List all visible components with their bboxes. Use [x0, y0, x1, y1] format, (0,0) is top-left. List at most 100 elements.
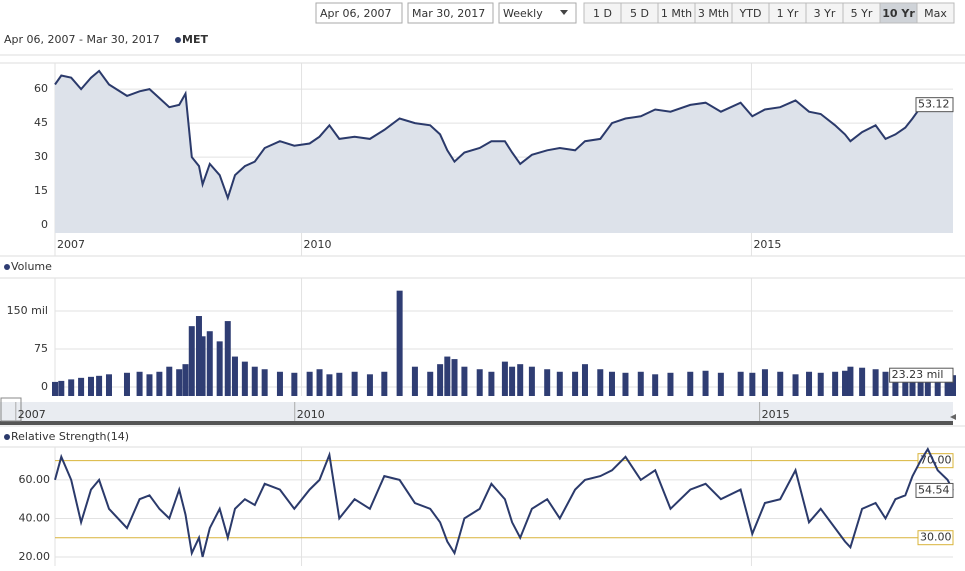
x-tick-label: 2010 [304, 238, 332, 251]
volume-bar [944, 374, 951, 396]
volume-bar [52, 381, 58, 396]
volume-bar [806, 371, 813, 396]
volume-bar [366, 374, 373, 396]
volume-bar [336, 372, 343, 396]
end-date-input[interactable] [407, 2, 494, 24]
volume-bar [136, 371, 143, 396]
navigator-label: 2007 [18, 408, 46, 421]
legend-label: Volume [11, 260, 52, 273]
legend-marker [4, 264, 10, 270]
x-tick-label: 2007 [57, 238, 85, 251]
volume-bar [105, 374, 112, 396]
range-label: 3 Yr [814, 7, 836, 20]
last-value-label: 54.54 [918, 483, 950, 496]
start-date-input[interactable] [315, 2, 403, 24]
legend-marker [4, 434, 10, 440]
last-value-label: 23.23 mil [892, 368, 944, 381]
volume-bar [427, 371, 434, 396]
volume-bar [87, 376, 94, 396]
volume-bar [717, 372, 724, 396]
volume-bar [608, 371, 615, 396]
volume-bar [528, 366, 535, 396]
volume-bar [231, 356, 238, 396]
volume-bar [68, 379, 75, 396]
navigator-label: 2015 [762, 408, 790, 421]
x-tick-label: 2015 [753, 238, 781, 251]
volume-bar [396, 290, 403, 396]
last-value-box [915, 482, 954, 498]
dropdown-arrow [560, 10, 568, 15]
volume-bar [195, 316, 202, 396]
volume-bar [556, 371, 563, 396]
volume-bar [96, 375, 103, 396]
volume-bar [842, 370, 849, 396]
volume-bar [792, 374, 799, 396]
volume-bar [123, 372, 130, 396]
reference-label: 70.00 [920, 454, 952, 467]
y-tick-label: 60.00 [19, 473, 51, 486]
y-tick-label: 75 [34, 342, 48, 355]
y-tick-label: 20.00 [19, 550, 51, 563]
last-value-box [889, 367, 954, 383]
range-button[interactable] [916, 2, 955, 24]
volume-bar [702, 370, 709, 396]
volume-bar [78, 377, 85, 396]
interval-select[interactable] [498, 2, 577, 24]
volume-bar [950, 375, 956, 396]
last-value-label: 53.12 [918, 98, 950, 111]
volume-bar [241, 361, 248, 396]
volume-bar [488, 371, 495, 396]
volume-bar [544, 369, 551, 396]
y-tick-label: 0 [41, 380, 48, 393]
legend-label: MET [182, 33, 208, 46]
y-tick-label: 60 [34, 82, 48, 95]
area-fill [55, 70, 953, 234]
volume-bar [892, 372, 899, 396]
navigator-area [0, 402, 953, 421]
volume-bar [476, 369, 483, 396]
navigator-arrow[interactable] [950, 414, 956, 420]
navigator-handle[interactable] [0, 397, 22, 422]
range-label: Max [924, 7, 947, 20]
volume-bar [597, 369, 604, 396]
y-tick-label: 150 mil [7, 304, 48, 317]
volume-bar [291, 372, 298, 396]
volume-bar [934, 371, 941, 396]
volume-bar [381, 371, 388, 396]
y-tick-label: 45 [34, 116, 48, 129]
navigator-label: 2010 [297, 408, 325, 421]
volume-bar [316, 369, 323, 396]
volume-bar [847, 366, 854, 396]
y-tick-label: 30 [34, 150, 48, 163]
volume-bar [261, 369, 268, 396]
volume-bar [224, 321, 231, 396]
volume-bar [637, 371, 644, 396]
volume-bar [652, 374, 659, 396]
volume-bar [451, 359, 458, 396]
volume-bar [251, 366, 258, 396]
volume-bar [182, 364, 189, 396]
volume-bar [737, 371, 744, 396]
volume-bar [517, 364, 524, 396]
volume-bar [622, 372, 629, 396]
volume-bar [667, 372, 674, 396]
volume-bar [924, 374, 931, 396]
volume-bar [444, 356, 451, 396]
volume-bar [199, 336, 206, 396]
reference-label: 30.00 [920, 531, 952, 544]
volume-bar [749, 372, 756, 396]
volume-bar [176, 369, 183, 396]
volume-bar [832, 371, 839, 396]
start-date: Apr 06, 2007 [320, 7, 392, 20]
volume-bar [909, 371, 916, 396]
volume-bar [859, 367, 866, 396]
reference-label-box [917, 530, 954, 546]
chart-title: Apr 06, 2007 - Mar 30, 2017 [4, 33, 160, 46]
navigator-scrollbar[interactable] [0, 421, 953, 425]
volume-bar [777, 371, 784, 396]
rsi-line [54, 447, 954, 558]
range-label: YTD [739, 7, 762, 20]
y-tick-label: 15 [34, 184, 48, 197]
